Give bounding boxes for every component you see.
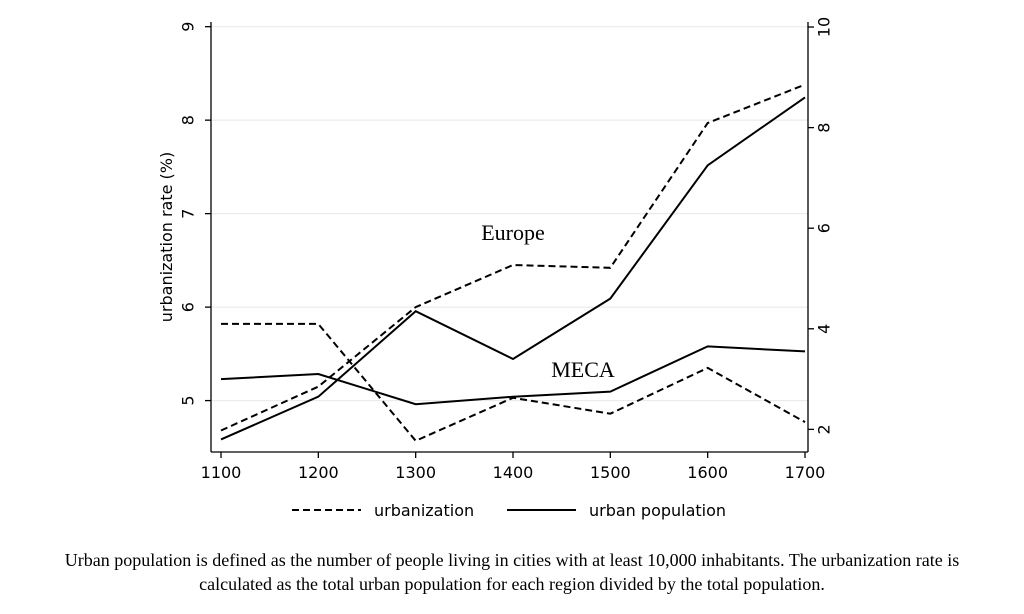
legend-label-urbanization: urbanization bbox=[374, 501, 474, 520]
line-chart: 5 6 7 8 9 2 4 6 8 10 1100 1200 1300 1400 1500 1600 1700 u… bbox=[157, 17, 834, 520]
x-tick-label-1200: 1200 bbox=[298, 463, 339, 482]
x-tick-label-1400: 1400 bbox=[493, 463, 534, 482]
series-line-meca-urban-population bbox=[220, 345, 806, 406]
x-tick-label-1100: 1100 bbox=[201, 463, 242, 482]
caption-line-2: calculated as the total urban population… bbox=[199, 574, 825, 594]
y-axis-title: urbanization rate (%) bbox=[157, 152, 176, 322]
y-tick-label-5: 5 bbox=[179, 395, 198, 405]
annotation-europe: Europe bbox=[481, 220, 545, 245]
x-tick-label-1600: 1600 bbox=[687, 463, 728, 482]
series-line-europe-urbanization bbox=[220, 83, 806, 432]
y-tick-label-8: 8 bbox=[179, 115, 198, 125]
y-tick-label-6: 6 bbox=[179, 302, 198, 312]
x-tick-label-1300: 1300 bbox=[395, 463, 436, 482]
chart-panel: 5 6 7 8 9 2 4 6 8 10 1100 1200 1300 1400 1500 1600 1700 u… bbox=[135, 0, 835, 540]
x-tick-label-1700: 1700 bbox=[785, 463, 826, 482]
legend-label-urban-population: urban population bbox=[589, 501, 726, 520]
y2-tick-label-10: 10 bbox=[815, 17, 834, 37]
figure-caption: Urban population is defined as the numbe… bbox=[0, 548, 1024, 596]
caption-line-1: Urban population is defined as the numbe… bbox=[64, 550, 960, 570]
y-tick-label-9: 9 bbox=[179, 22, 198, 32]
y2-tick-label-8: 8 bbox=[815, 123, 834, 133]
y2-tick-label-6: 6 bbox=[815, 223, 834, 233]
y-tick-label-7: 7 bbox=[179, 209, 198, 219]
series-line-europe-urban-population bbox=[220, 96, 806, 441]
x-tick-label-1500: 1500 bbox=[590, 463, 631, 482]
annotation-meca: MECA bbox=[551, 357, 615, 382]
y2-tick-label-4: 4 bbox=[815, 324, 834, 334]
series-line-meca-urbanization bbox=[221, 322, 806, 443]
y2-tick-label-2: 2 bbox=[815, 424, 834, 434]
